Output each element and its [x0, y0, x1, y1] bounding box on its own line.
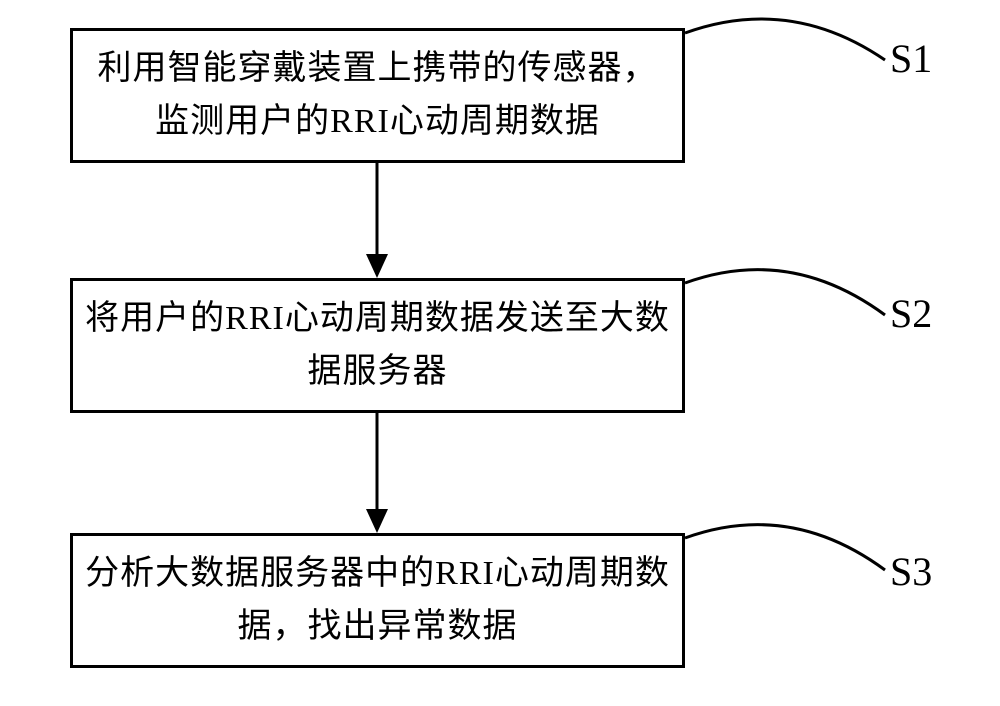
step-text-1: 利用智能穿戴装置上携带的传感器，监测用户的RRI心动周期数据 [85, 43, 670, 148]
leader-line-s3 [680, 505, 900, 635]
leader-line-s1 [680, 0, 900, 130]
step-text-3: 分析大数据服务器中的RRI心动周期数据，找出异常数据 [85, 548, 670, 653]
arrow-1-to-2 [357, 163, 397, 278]
step-text-2: 将用户的RRI心动周期数据发送至大数据服务器 [85, 293, 670, 398]
flowchart-canvas: 利用智能穿戴装置上携带的传感器，监测用户的RRI心动周期数据 S1 将用户的RR… [0, 0, 1000, 706]
step-box-3: 分析大数据服务器中的RRI心动周期数据，找出异常数据 [70, 533, 685, 668]
step-box-1: 利用智能穿戴装置上携带的传感器，监测用户的RRI心动周期数据 [70, 28, 685, 163]
arrow-2-to-3 [357, 413, 397, 533]
step-box-2: 将用户的RRI心动周期数据发送至大数据服务器 [70, 278, 685, 413]
leader-line-s2 [680, 250, 900, 380]
